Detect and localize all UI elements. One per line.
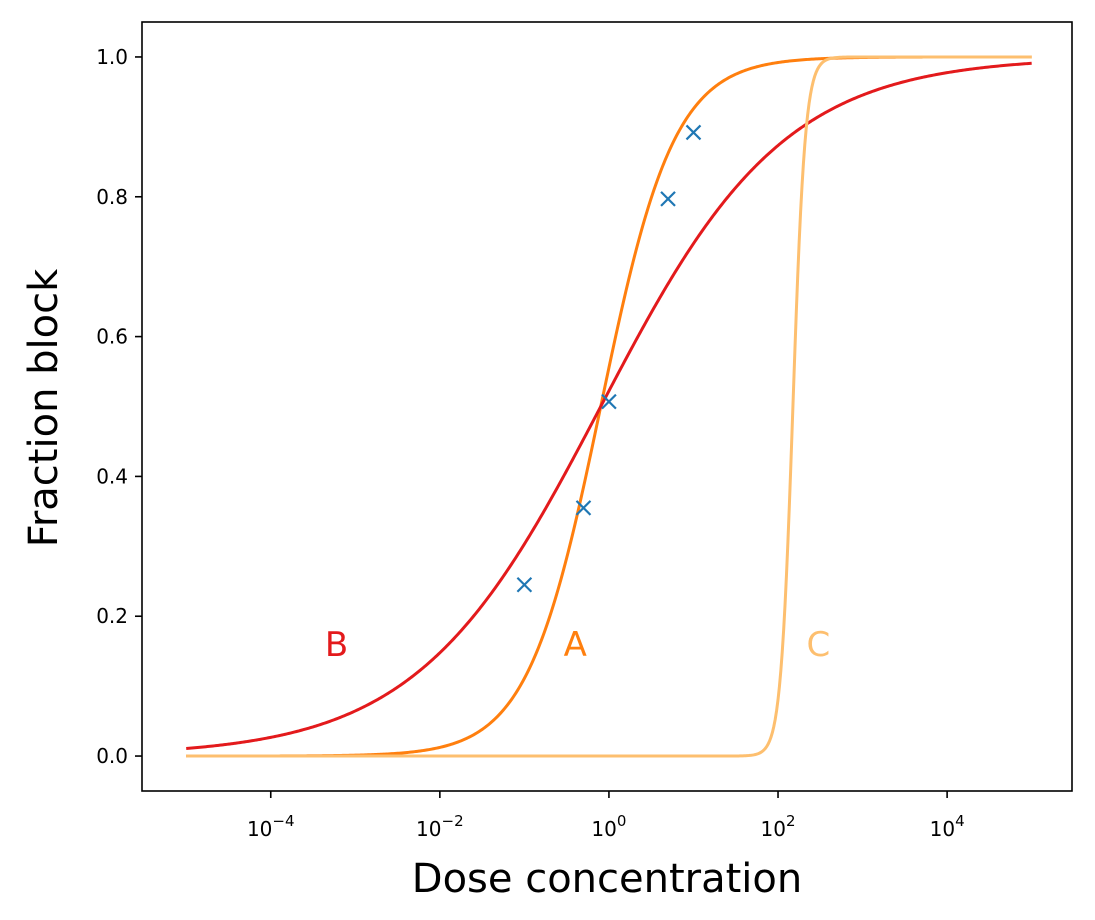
data-point-2: [575, 500, 592, 516]
curve-label-a: A: [564, 625, 587, 665]
plot-background: [142, 22, 1072, 791]
y-tick-label: 1.0: [96, 45, 128, 69]
y-tick-label: 0.4: [96, 464, 128, 488]
data-point-3: [601, 393, 617, 410]
y-tick-label: 0.2: [96, 604, 128, 628]
series-curves: [186, 55, 1032, 758]
x-axis-ticks: 10−4 10−2 100 102 104: [247, 791, 965, 841]
curve-label-b: B: [325, 625, 348, 665]
y-axis-ticks: 0.0 0.2 0.4 0.6 0.8 1.0: [96, 45, 142, 768]
data-point-5: [685, 124, 702, 141]
x-tick-label: 10−2: [416, 812, 464, 841]
y-axis-title: Fraction block: [21, 268, 67, 547]
x-tick-label: 102: [761, 812, 796, 841]
curve-labels: A B C: [325, 625, 830, 665]
data-point-4: [660, 191, 676, 207]
y-tick-label: 0.8: [96, 185, 128, 209]
scatter-points: [516, 124, 702, 593]
curve-b: [186, 61, 1032, 750]
x-tick-label: 10−4: [247, 812, 295, 841]
plot-frame: [141, 21, 1073, 792]
x-axis-title: Dose concentration: [412, 856, 802, 902]
curve-c: [186, 55, 1032, 758]
x-tick-label: 104: [930, 812, 965, 841]
data-point-1: [516, 576, 533, 593]
x-tick-label: 100: [591, 812, 626, 841]
curve-label-c: C: [806, 625, 830, 665]
y-tick-label: 0.0: [96, 744, 128, 768]
y-tick-label: 0.6: [96, 325, 128, 349]
